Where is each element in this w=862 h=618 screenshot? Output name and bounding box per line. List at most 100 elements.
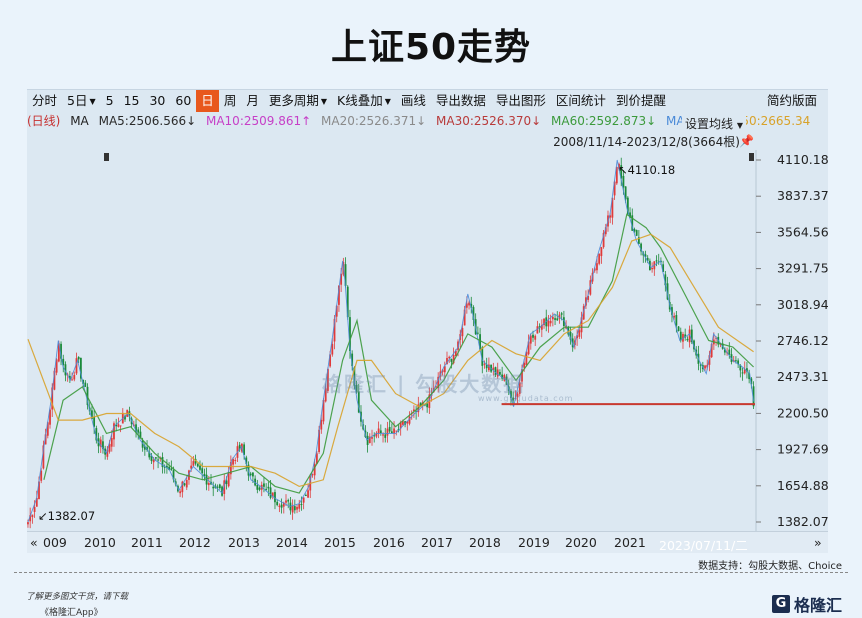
candle-body — [256, 485, 259, 490]
candle-body — [523, 362, 526, 368]
y-tick-label: 2200.50 — [777, 405, 828, 420]
candle-body — [245, 457, 248, 464]
toolbar-item[interactable]: 5日 ▼ — [62, 90, 101, 112]
candle-body — [622, 175, 625, 188]
candle-body — [516, 393, 519, 398]
candle-body — [446, 357, 448, 365]
toolbar-item[interactable]: 15 — [119, 90, 145, 112]
candle-body — [488, 364, 490, 371]
candle-body — [746, 368, 748, 372]
chevron-down-icon: ▼ — [736, 121, 743, 130]
toolbar-item-label: 到价提醒 — [615, 93, 666, 108]
candle-body — [368, 436, 371, 443]
candle-body — [452, 355, 455, 364]
candle-body — [750, 378, 753, 385]
pin-icon[interactable]: 📌 — [739, 134, 754, 148]
toolbar-item[interactable]: 分时 — [27, 90, 62, 112]
candle-body — [77, 356, 80, 360]
candle-body — [454, 350, 457, 357]
candle-body — [677, 326, 680, 332]
candle-body — [304, 494, 307, 496]
candle-body — [157, 459, 159, 461]
candle-body — [229, 461, 232, 475]
candle-body — [448, 356, 451, 359]
toolbar-item[interactable]: 区间统计 — [551, 90, 611, 112]
ma-settings-button[interactable]: 设置均线 ▼ — [682, 115, 746, 132]
toolbar-item[interactable]: 60 — [170, 90, 196, 112]
candle-body — [93, 416, 96, 427]
candle-body — [355, 384, 358, 393]
candle-body — [73, 374, 76, 380]
candle-body — [225, 480, 228, 485]
chevron-down-icon: ▼ — [89, 97, 96, 106]
candle-body — [587, 296, 590, 300]
toolbar-item[interactable]: 月 — [241, 90, 264, 112]
candle-body — [611, 197, 614, 218]
candle-body — [748, 372, 751, 380]
toolbar-item-label: 30 — [149, 93, 166, 108]
watermark: 格隆汇 | 勾股大数据 — [322, 372, 526, 396]
candle-body — [227, 472, 230, 487]
toolbar-item[interactable]: 日 — [196, 90, 219, 112]
candle-body — [163, 466, 166, 468]
toolbar-item[interactable]: 30 — [144, 90, 170, 112]
candle-body — [684, 334, 687, 338]
candle-body — [218, 484, 221, 489]
toolbar-item[interactable]: 导出图形 — [491, 90, 551, 112]
candle-body — [38, 481, 40, 500]
candle-body — [166, 465, 168, 468]
scroll-right-icon[interactable]: » — [814, 535, 822, 550]
candle-body — [615, 166, 618, 184]
candle-body — [529, 335, 532, 344]
candle-body — [371, 437, 373, 439]
candle-body — [49, 409, 51, 425]
candle-body — [536, 326, 539, 334]
scroll-left-icon[interactable]: « — [30, 535, 38, 550]
x-tick-label: 2016 — [373, 535, 405, 550]
x-tick-label: 2017 — [421, 535, 453, 550]
x-tick-label: 2015 — [324, 535, 356, 550]
x-tick-label: 2019 — [518, 535, 550, 550]
toolbar-item[interactable]: 更多周期 ▼ — [264, 90, 332, 112]
candle-body — [194, 458, 197, 464]
x-tick-label: 2011 — [131, 535, 163, 550]
candle-body — [375, 432, 378, 437]
toolbar-item[interactable]: 导出数据 — [431, 90, 491, 112]
candle-body — [472, 307, 475, 321]
candle-body — [249, 473, 252, 476]
candle-body — [598, 253, 601, 264]
toolbar-item[interactable]: 到价提醒 — [611, 90, 671, 112]
toolbar-item-label: 导出图形 — [495, 93, 546, 108]
toolbar-item[interactable]: 周 — [219, 90, 242, 112]
y-tick-label: 3291.75 — [777, 261, 828, 276]
candle-body — [626, 197, 629, 214]
candle-body — [216, 486, 219, 488]
toolbar-item[interactable]: K线叠加 ▼ — [332, 90, 396, 112]
candle-body — [53, 370, 56, 390]
candle-body — [108, 444, 111, 452]
candle-body — [203, 473, 206, 477]
brand-logo: G 格隆汇 — [771, 592, 842, 616]
toolbar-item[interactable]: 画线 — [396, 90, 431, 112]
y-tick-label: 4110.18 — [777, 152, 828, 167]
candle-body — [124, 415, 126, 420]
candle-body — [232, 458, 234, 465]
simple-layout-button[interactable]: 简约版面 — [766, 93, 817, 108]
data-source: 数据支持：勾股大数据、Choice — [698, 561, 842, 572]
candle-body — [637, 237, 640, 245]
candle-body — [386, 428, 389, 436]
candle-body — [205, 474, 208, 485]
candle-body — [708, 355, 711, 365]
candle-body — [679, 331, 682, 341]
x-tick-label: 2013 — [228, 535, 260, 550]
x-tick-label: 2021 — [614, 535, 646, 550]
candle-body — [499, 372, 501, 375]
candle-body — [192, 461, 195, 466]
candle-body — [560, 313, 563, 315]
candle-body — [349, 317, 351, 352]
candle-body — [170, 468, 173, 470]
candle-body — [181, 481, 184, 493]
toolbar-item[interactable]: 5 — [101, 90, 119, 112]
candle-body — [578, 330, 581, 337]
toolbar-item-label: 分时 — [32, 93, 58, 108]
